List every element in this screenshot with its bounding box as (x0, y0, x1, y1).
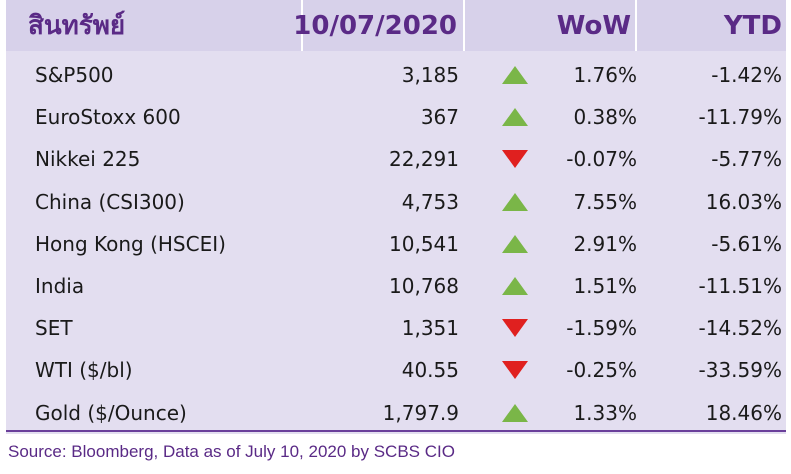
table-header: สินทรัพย์ 10/07/2020 WoW YTD (6, 0, 786, 51)
ytd-change: -5.77% (711, 147, 782, 172)
asset-value: 22,291 (389, 147, 459, 172)
asset-value: 4,753 (401, 189, 459, 214)
asset-name: WTI ($/bl) (35, 358, 133, 383)
wow-change: -1.59% (566, 316, 637, 341)
down-arrow-icon (465, 361, 565, 380)
ytd-change: -11.51% (698, 274, 782, 299)
divider (6, 430, 786, 432)
table-row: China (CSI300) 4,753 7.55% 16.03% (6, 181, 786, 223)
down-arrow-icon (465, 319, 565, 338)
table-row: Nikkei 225 22,291 -0.07% -5.77% (6, 138, 786, 180)
wow-change: -0.25% (566, 358, 637, 383)
table-row: S&P500 3,185 1.76% -1.42% (6, 54, 786, 96)
asset-value: 367 (420, 105, 459, 130)
up-arrow-icon (465, 108, 565, 127)
asset-name: S&P500 (35, 63, 114, 88)
asset-value: 3,185 (401, 63, 459, 88)
wow-change: 1.33% (573, 400, 637, 425)
header-ytd: YTD (637, 0, 786, 51)
header-wow: WoW (465, 0, 637, 51)
wow-change: 0.38% (573, 105, 637, 130)
ytd-change: 18.46% (705, 400, 782, 425)
up-arrow-icon (465, 277, 565, 296)
source-note: Source: Bloomberg, Data as of July 10, 2… (8, 442, 455, 461)
asset-value: 10,541 (389, 231, 459, 256)
asset-name: Gold ($/Ounce) (35, 400, 187, 425)
table-row: SET 1,351 -1.59% -14.52% (6, 307, 786, 349)
asset-value: 1,797.9 (382, 400, 459, 425)
wow-change: 1.76% (573, 63, 637, 88)
down-arrow-icon (465, 150, 565, 169)
table-row: EuroStoxx 600 367 0.38% -11.79% (6, 96, 786, 138)
ytd-change: -11.79% (698, 105, 782, 130)
up-arrow-icon (465, 66, 565, 85)
table-row: Hong Kong (HSCEI) 10,541 2.91% -5.61% (6, 223, 786, 265)
wow-change: 2.91% (573, 231, 637, 256)
table-row: Gold ($/Ounce) 1,797.9 1.33% 18.46% (6, 392, 786, 434)
asset-value: 10,768 (389, 274, 459, 299)
asset-value: 40.55 (401, 358, 459, 383)
asset-name: Hong Kong (HSCEI) (35, 231, 226, 256)
ytd-change: -33.59% (698, 358, 782, 383)
wow-change: 7.55% (573, 189, 637, 214)
up-arrow-icon (465, 192, 565, 211)
ytd-change: -14.52% (698, 316, 782, 341)
ytd-change: -5.61% (711, 231, 782, 256)
asset-name: EuroStoxx 600 (35, 105, 181, 130)
table-body: S&P500 3,185 1.76% -1.42% EuroStoxx 600 367 0.… (6, 51, 786, 434)
up-arrow-icon (465, 403, 565, 422)
wow-change: -0.07% (566, 147, 637, 172)
table-row: India 10,768 1.51% -11.51% (6, 265, 786, 307)
ytd-change: -1.42% (711, 63, 782, 88)
up-arrow-icon (465, 234, 565, 253)
table-row: WTI ($/bl) 40.55 -0.25% -33.59% (6, 349, 786, 391)
header-date: 10/07/2020 (293, 0, 465, 51)
ytd-change: 16.03% (705, 189, 782, 214)
asset-name: India (35, 274, 85, 299)
market-table: สินทรัพย์ 10/07/2020 WoW YTD S&P500 3,185… (6, 0, 786, 434)
asset-name: China (CSI300) (35, 189, 185, 214)
asset-name: Nikkei 225 (35, 147, 141, 172)
wow-change: 1.51% (573, 274, 637, 299)
header-asset: สินทรัพย์ (6, 0, 303, 51)
asset-name: SET (35, 316, 73, 341)
asset-value: 1,351 (401, 316, 459, 341)
